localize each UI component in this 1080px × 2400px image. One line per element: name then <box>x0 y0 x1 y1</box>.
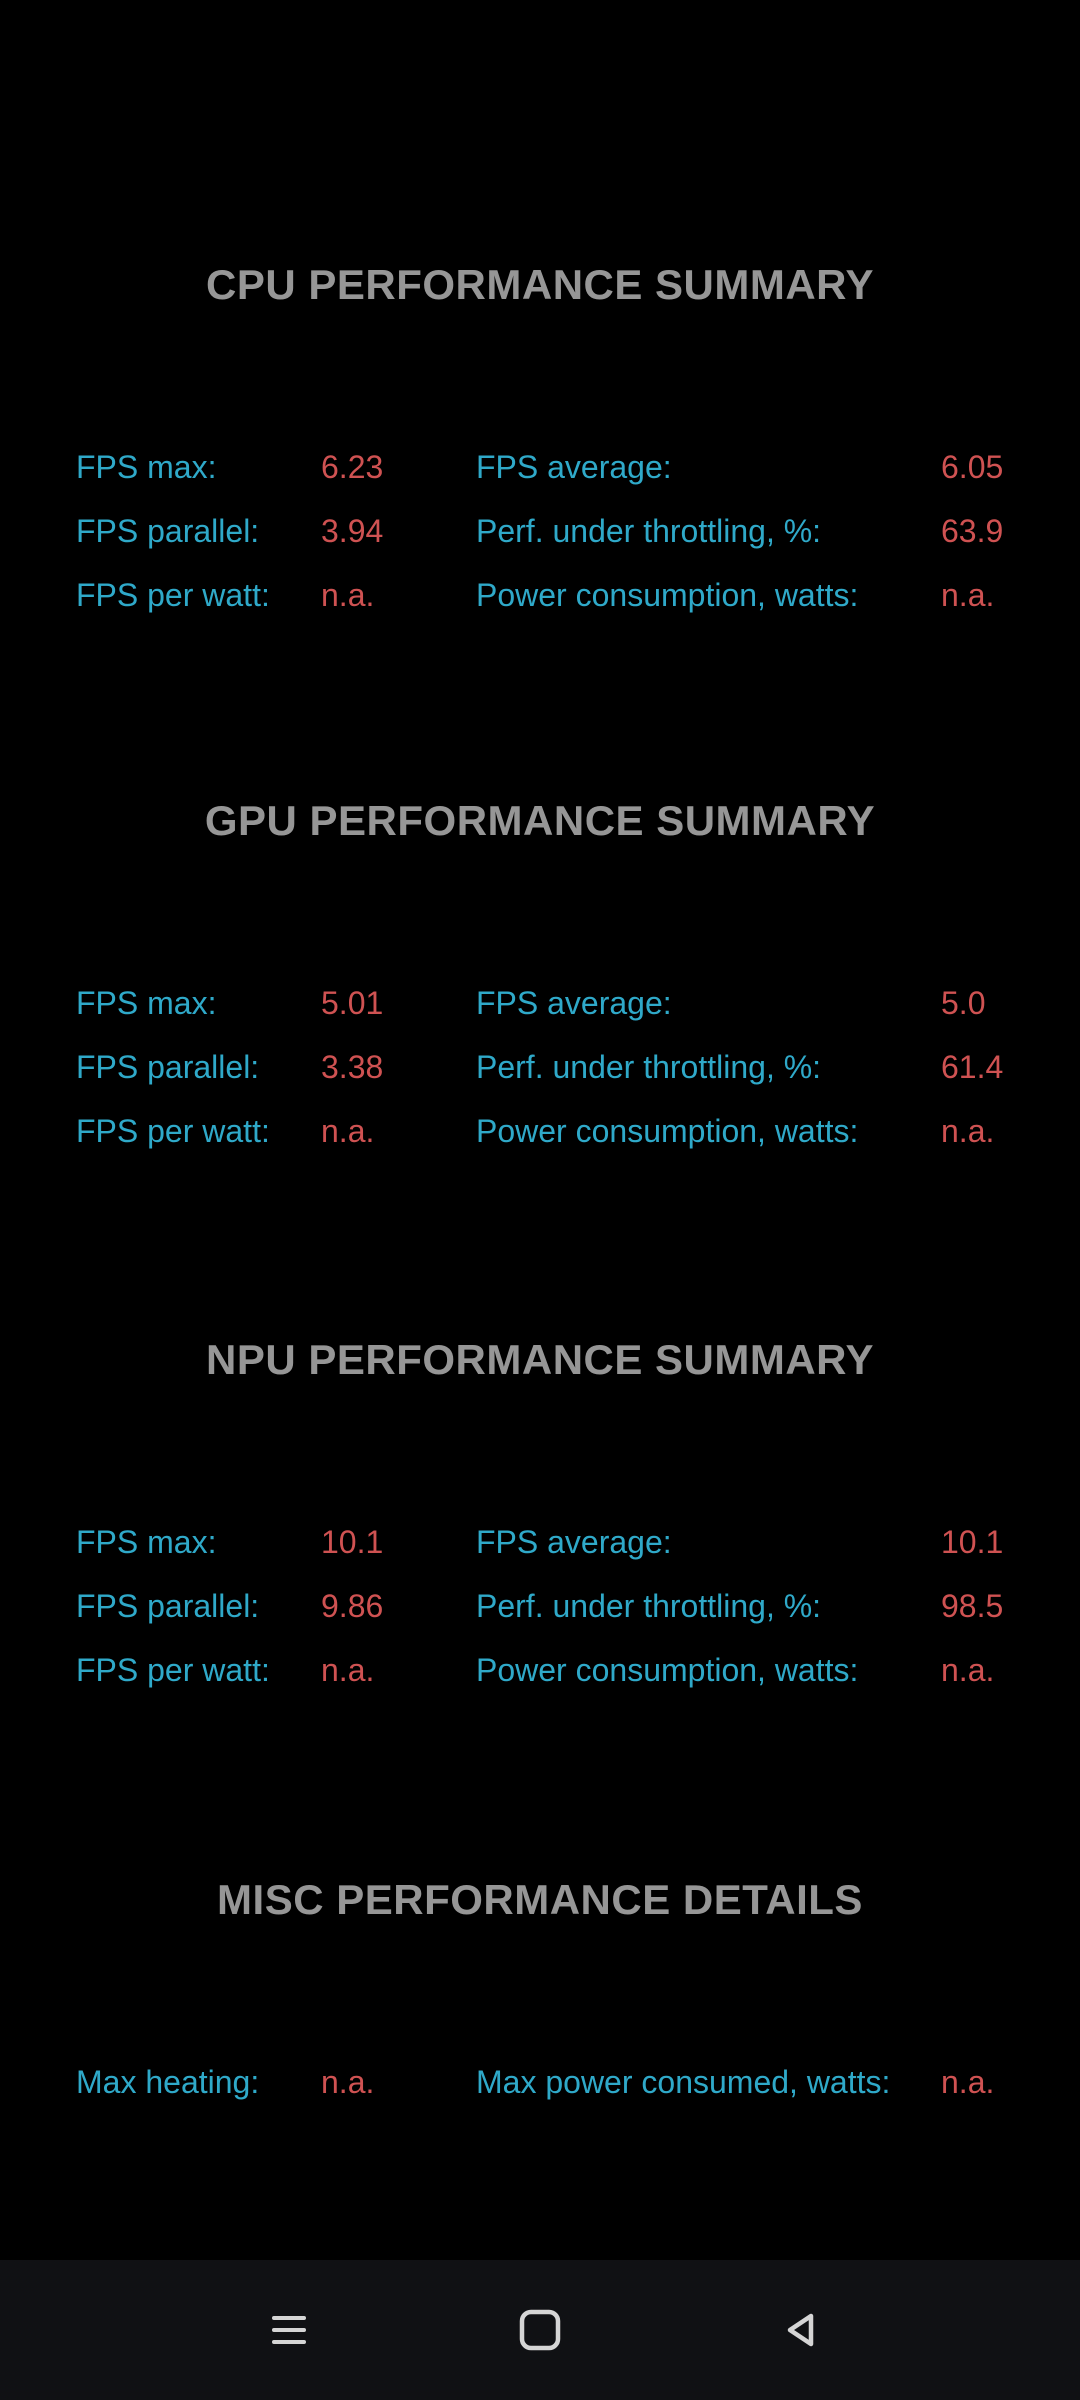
stat-value: n.a. <box>941 1651 995 1688</box>
stat-label: Power consumption, watts: <box>476 576 859 613</box>
stat-row: FPS max: 5.01 FPS average: 5.0 <box>0 971 1080 1035</box>
misc-performance-section: MISC PERFORMANCE DETAILS Max heating: n.… <box>0 1878 1080 2114</box>
stat-value: 98.5 <box>941 1587 1004 1624</box>
stat-label: FPS max: <box>76 1523 217 1560</box>
stat-row: Max heating: n.a. Max power consumed, wa… <box>0 2050 1080 2114</box>
stat-row: FPS max: 10.1 FPS average: 10.1 <box>0 1510 1080 1574</box>
stat-label: FPS max: <box>76 448 217 485</box>
gpu-performance-section: GPU PERFORMANCE SUMMARY FPS max: 5.01 FP… <box>0 799 1080 1163</box>
stat-row: FPS parallel: 3.38 Perf. under throttlin… <box>0 1035 1080 1099</box>
npu-performance-section: NPU PERFORMANCE SUMMARY FPS max: 10.1 FP… <box>0 1338 1080 1702</box>
back-icon <box>781 2309 819 2351</box>
stat-value: 9.86 <box>321 1587 384 1624</box>
stat-label: FPS max: <box>76 984 217 1021</box>
stat-label: FPS average: <box>476 984 672 1021</box>
stat-row: FPS parallel: 9.86 Perf. under throttlin… <box>0 1574 1080 1638</box>
stat-label: Perf. under throttling, %: <box>476 1048 822 1085</box>
cpu-stat-rows: FPS max: 6.23 FPS average: 6.05 FPS para… <box>0 435 1080 627</box>
stat-label: Perf. under throttling, %: <box>476 1587 822 1624</box>
navigation-bar <box>0 2260 1080 2400</box>
cpu-performance-section: CPU PERFORMANCE SUMMARY FPS max: 6.23 FP… <box>0 263 1080 627</box>
stat-label: Power consumption, watts: <box>476 1112 859 1149</box>
stat-label: Perf. under throttling, %: <box>476 512 822 549</box>
back-button[interactable] <box>720 2260 880 2400</box>
stat-value: 6.23 <box>321 448 384 485</box>
stat-row: FPS per watt: n.a. Power consumption, wa… <box>0 1099 1080 1163</box>
stat-label: FPS parallel: <box>76 1048 260 1085</box>
stat-value: n.a. <box>321 2063 375 2100</box>
stat-row: FPS per watt: n.a. Power consumption, wa… <box>0 1638 1080 1702</box>
stat-value: 5.0 <box>941 984 986 1021</box>
stat-value: 10.1 <box>321 1523 384 1560</box>
menu-icon <box>269 2313 309 2347</box>
stat-value: 10.1 <box>941 1523 1004 1560</box>
gpu-stat-rows: FPS max: 5.01 FPS average: 5.0 FPS paral… <box>0 971 1080 1163</box>
stat-value: n.a. <box>941 1112 995 1149</box>
stat-value: n.a. <box>941 576 995 613</box>
npu-section-title: NPU PERFORMANCE SUMMARY <box>206 1336 874 1383</box>
npu-stat-rows: FPS max: 10.1 FPS average: 10.1 FPS para… <box>0 1510 1080 1702</box>
stat-value: n.a. <box>321 576 375 613</box>
stat-value: 3.38 <box>321 1048 384 1085</box>
stat-value: 6.05 <box>941 448 1004 485</box>
home-button[interactable] <box>460 2260 620 2400</box>
stat-label: FPS per watt: <box>76 1651 270 1688</box>
misc-stat-rows: Max heating: n.a. Max power consumed, wa… <box>0 2050 1080 2114</box>
stat-label: FPS parallel: <box>76 1587 260 1624</box>
stat-row: FPS parallel: 3.94 Perf. under throttlin… <box>0 499 1080 563</box>
stat-label: FPS average: <box>476 1523 672 1560</box>
stat-label: Max heating: <box>76 2063 260 2100</box>
stat-value: n.a. <box>321 1651 375 1688</box>
stat-value: 3.94 <box>321 512 384 549</box>
cpu-section-title: CPU PERFORMANCE SUMMARY <box>206 261 874 308</box>
stat-row: FPS max: 6.23 FPS average: 6.05 <box>0 435 1080 499</box>
stat-value: 63.9 <box>941 512 1004 549</box>
stat-label: FPS per watt: <box>76 1112 270 1149</box>
stat-value: 61.4 <box>941 1048 1004 1085</box>
menu-button[interactable] <box>209 2260 369 2400</box>
stat-label: FPS per watt: <box>76 576 270 613</box>
stat-value: n.a. <box>941 2063 995 2100</box>
stat-value: 5.01 <box>321 984 384 1021</box>
stat-value: n.a. <box>321 1112 375 1149</box>
gpu-section-title: GPU PERFORMANCE SUMMARY <box>204 797 876 844</box>
stat-label: Power consumption, watts: <box>476 1651 859 1688</box>
home-icon <box>518 2308 562 2352</box>
stat-label: Max power consumed, watts: <box>476 2063 891 2100</box>
stat-label: FPS average: <box>476 448 672 485</box>
misc-section-title: MISC PERFORMANCE DETAILS <box>217 1876 863 1923</box>
stat-label: FPS parallel: <box>76 512 260 549</box>
stat-row: FPS per watt: n.a. Power consumption, wa… <box>0 563 1080 627</box>
